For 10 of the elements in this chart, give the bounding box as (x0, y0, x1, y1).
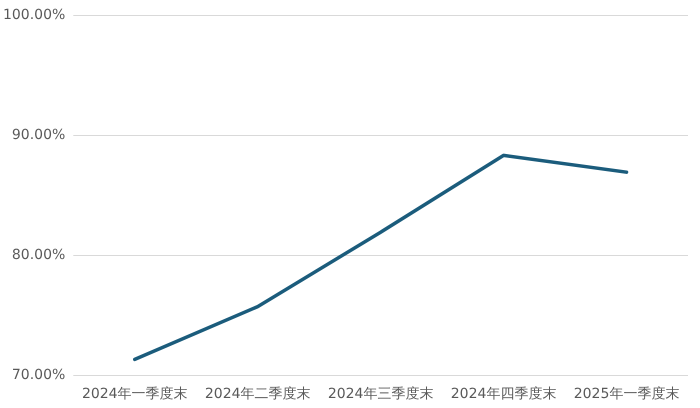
y-tick-label: 100.00% (2, 7, 66, 23)
line-series (133, 154, 628, 362)
x-tick-label: 2025年一季度末 (574, 386, 680, 402)
x-tick-label: 2024年二季度末 (204, 386, 311, 402)
y-tick-label: 80.00% (12, 247, 66, 263)
x-tick-label: 2024年四季度末 (450, 386, 556, 402)
y-tick-label: 70.00% (12, 367, 66, 383)
x-tick-label: 2024年一季度末 (82, 386, 188, 402)
y-tick-label: 90.00% (12, 127, 66, 143)
x-tick-label: 2024年三季度末 (328, 386, 434, 402)
